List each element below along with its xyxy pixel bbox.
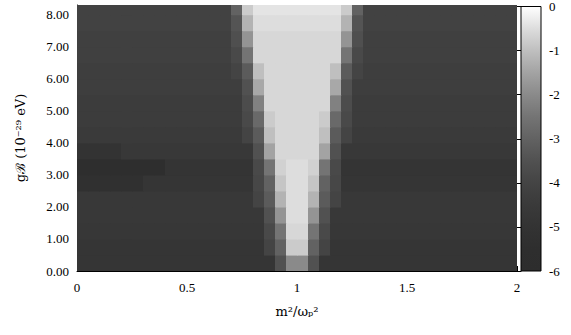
svg-text:m²/ωₚ²: m²/ωₚ² bbox=[276, 304, 319, 319]
svg-text:7.00: 7.00 bbox=[46, 39, 69, 54]
svg-text:3.00: 3.00 bbox=[46, 167, 69, 182]
svg-text:6.00: 6.00 bbox=[46, 71, 69, 86]
svg-text:1.5: 1.5 bbox=[399, 280, 415, 295]
svg-text:1.00: 1.00 bbox=[46, 231, 69, 246]
svg-text:-6: -6 bbox=[549, 264, 560, 279]
svg-text:0.5: 0.5 bbox=[179, 280, 195, 295]
svg-text:0: 0 bbox=[549, 0, 556, 14]
svg-text:5.00: 5.00 bbox=[46, 103, 69, 118]
svg-text:0.00: 0.00 bbox=[46, 264, 69, 279]
svg-text:2.00: 2.00 bbox=[46, 199, 69, 214]
svg-text:0: 0 bbox=[74, 280, 81, 295]
svg-text:4.00: 4.00 bbox=[46, 135, 69, 150]
svg-text:2: 2 bbox=[514, 280, 521, 295]
svg-text:-1: -1 bbox=[549, 43, 560, 58]
svg-text:-2: -2 bbox=[549, 87, 560, 102]
svg-text:-3: -3 bbox=[549, 131, 560, 146]
svg-text:-5: -5 bbox=[549, 219, 560, 234]
svg-text:1: 1 bbox=[294, 280, 301, 295]
svg-text:8.00: 8.00 bbox=[46, 7, 69, 22]
svg-text:-4: -4 bbox=[549, 175, 560, 190]
svg-text:gℬ (10⁻²⁹ eV): gℬ (10⁻²⁹ eV) bbox=[13, 94, 28, 183]
